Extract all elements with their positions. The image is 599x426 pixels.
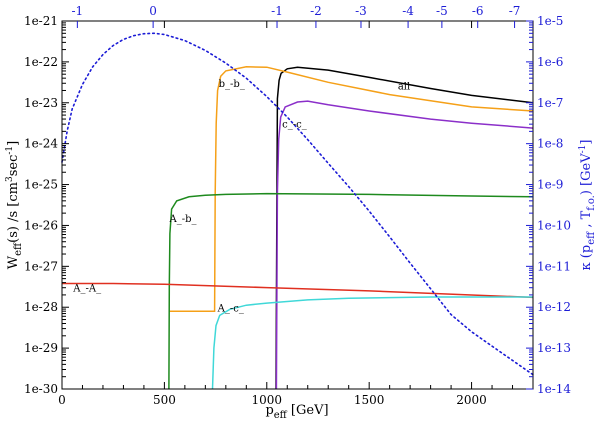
y-right-tick-label: 1e-14	[537, 382, 571, 396]
x-tick-label: 1500	[354, 393, 385, 407]
top-axis-tick-label: -5	[436, 4, 448, 18]
right-title-s1: eff	[586, 231, 597, 245]
y-left-tick-label: 1e-25	[24, 178, 58, 192]
top-axis-tick-label: -1	[271, 4, 283, 18]
y-right-tick-label: 1e-12	[537, 300, 571, 314]
curve-label: b_-b_	[219, 79, 245, 90]
ticks-layer	[61, 20, 533, 390]
series-line-A-b	[168, 192, 534, 390]
right-axis-title: κ (peff , Tf.o.) [GeV-1]	[578, 140, 597, 271]
y-right-tick-label: 1e-10	[537, 218, 571, 232]
y-right-tick-label: 1e-8	[537, 137, 563, 151]
right-title-p3: ) [GeV	[579, 153, 594, 195]
y-right-tick-label: 1e-13	[537, 341, 571, 355]
y-left-tick-label: 1e-30	[24, 382, 58, 396]
y-left-tick-label: 1e-24	[24, 137, 58, 151]
y-left-tick-label: 1e-21	[24, 14, 58, 28]
y-right-tick-label: 1e-5	[537, 14, 563, 28]
x-axis-title-rest: [GeV]	[287, 403, 329, 418]
left-title-sup2: -1	[5, 146, 15, 155]
y-left-tick-label: 1e-27	[24, 259, 58, 273]
y-left-tick-label: 1e-29	[24, 341, 58, 355]
y-right-tick-label: 1e-11	[537, 259, 571, 273]
x-axis-title: peff [GeV]	[265, 403, 328, 421]
series-line-all	[275, 66, 534, 390]
series-line-b-b	[168, 66, 534, 313]
top-axis-tick-label: -6	[472, 4, 484, 18]
series-line-A-c	[211, 296, 533, 390]
top-axis-tick-label: -7	[509, 4, 521, 18]
top-axis-tick-label: 0	[149, 4, 157, 18]
series-line-kappa-dotted	[61, 32, 534, 376]
plot-frame	[61, 20, 534, 390]
right-title-p4: ]	[579, 140, 594, 145]
left-title-p1: W	[6, 255, 21, 269]
left-title-s1: eff	[13, 242, 24, 256]
y-right-tick-label: 1e-7	[537, 96, 563, 110]
top-axis-tick-label: -1	[72, 4, 84, 18]
x-tick-label: 2000	[456, 393, 487, 407]
left-title-sup1: 3	[5, 176, 15, 182]
y-left-tick-label: 1e-22	[24, 55, 58, 69]
right-title-p2: , T	[579, 210, 594, 231]
curves-layer	[61, 32, 534, 390]
curve-label: A_-c_	[217, 303, 244, 314]
labels-layer: 0 500 1000 1500 2000 1e-21 1e-22 1e-23 1e-24 1e-2…	[24, 4, 571, 407]
series-line-A-A	[62, 282, 534, 299]
left-axis-title: Weff(s) /s [cm3sec-1]	[5, 141, 24, 269]
x-tick-label: 500	[153, 393, 176, 407]
series-line-c-c	[275, 100, 534, 390]
y-right-tick-label: 1e-9	[537, 178, 563, 192]
right-title-p1: κ (p	[579, 245, 594, 271]
top-axis-tick-label: -3	[355, 4, 367, 18]
left-title-p2: (s) /s [cm	[6, 182, 21, 243]
y-left-tick-label: 1e-26	[24, 218, 58, 232]
curve-label: c_-c_	[282, 119, 307, 130]
curve-label: A_-A_	[72, 284, 101, 295]
y-right-tick-label: 1e-6	[537, 55, 563, 69]
right-title-sup1: -1	[578, 145, 588, 154]
left-title-p4: ]	[6, 141, 21, 146]
curve-label: A_-b_	[169, 214, 197, 225]
left-title-p3: sec	[6, 155, 21, 177]
x-tick-label: 1000	[252, 393, 283, 407]
x-axis-title-main: p	[265, 403, 273, 418]
curve-label: all	[398, 82, 410, 93]
y-left-tick-label: 1e-28	[24, 300, 58, 314]
top-axis-tick-label: -4	[402, 4, 414, 18]
right-title-s2: f.o.	[586, 195, 597, 211]
x-tick-label: 0	[58, 393, 66, 407]
x-axis-title-sub: eff	[274, 410, 288, 421]
top-axis-tick-label: -2	[310, 4, 322, 18]
y-left-tick-label: 1e-23	[24, 96, 58, 110]
